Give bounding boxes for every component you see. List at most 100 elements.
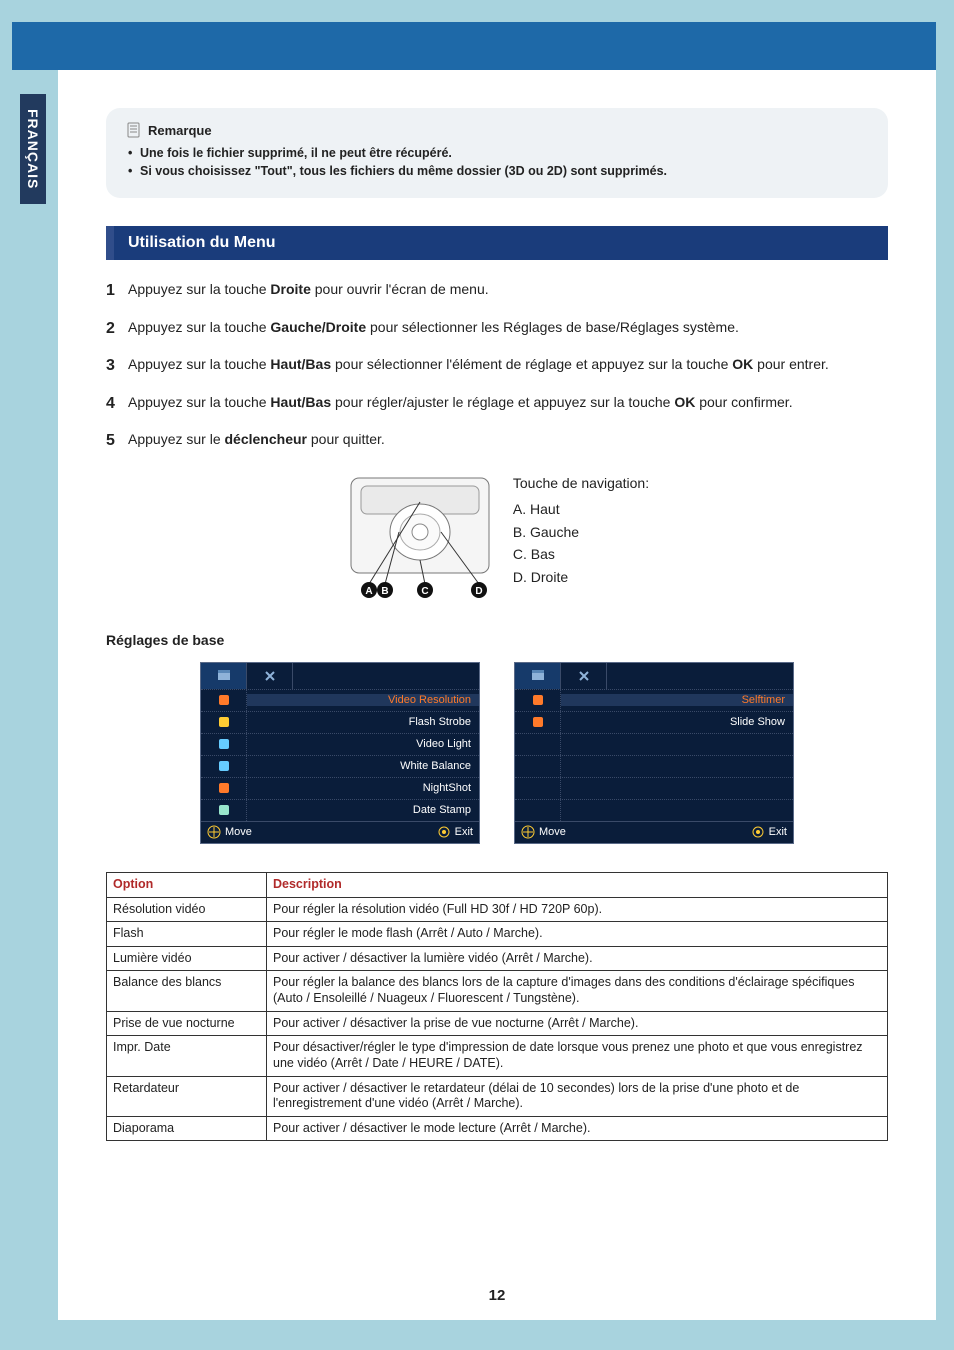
move-label: Move	[539, 826, 566, 838]
table-row: Impr. DatePour désactiver/régler le type…	[107, 1036, 888, 1076]
step-post: pour confirmer.	[695, 394, 792, 410]
option-cell: Résolution vidéo	[107, 897, 267, 922]
marker-a: A	[365, 586, 372, 597]
video-tab-icon	[217, 669, 231, 683]
menu-tabs	[515, 663, 793, 689]
menu-row-label: Video Resolution	[247, 694, 479, 706]
menu-row-icon	[515, 800, 561, 821]
option-cell: Flash	[107, 922, 267, 947]
step-number: 3	[106, 355, 128, 377]
step-bold: déclencheur	[225, 431, 307, 447]
exit-label: Exit	[769, 826, 787, 838]
subheading: Réglages de base	[106, 632, 888, 648]
table-row: Balance des blancsPour régler la balance…	[107, 971, 888, 1011]
note-title: Remarque	[148, 123, 212, 138]
table-row: Prise de vue nocturnePour activer / désa…	[107, 1011, 888, 1036]
menu-footer: Move Exit	[201, 821, 479, 843]
step-post: pour ouvrir l'écran de menu.	[311, 281, 489, 297]
step: 5 Appuyez sur le déclencheur pour quitte…	[106, 430, 888, 452]
menu-row: Flash Strobe	[201, 711, 479, 733]
note-icon	[126, 122, 142, 138]
nav-b: B. Gauche	[513, 521, 649, 543]
menu-row-label: Date Stamp	[247, 804, 479, 816]
menu-row-icon	[515, 756, 561, 777]
step-bold: Gauche/Droite	[270, 319, 366, 335]
menu-row: Date Stamp	[201, 799, 479, 821]
menu-row	[515, 777, 793, 799]
step-pre: Appuyez sur la touche	[128, 319, 270, 335]
step-bold: Droite	[270, 281, 310, 297]
option-cell: Balance des blancs	[107, 971, 267, 1011]
step-pre: Appuyez sur la touche	[128, 356, 270, 372]
step-post: pour entrer.	[753, 356, 829, 372]
page-body: Remarque Une fois le fichier supprimé, i…	[58, 70, 936, 1320]
step-number: 4	[106, 393, 128, 415]
top-stripe	[12, 22, 936, 70]
menu-tabs	[201, 663, 479, 689]
option-cell: Lumière vidéo	[107, 946, 267, 971]
step-post: pour sélectionner les Réglages de base/R…	[366, 319, 739, 335]
step-text: Appuyez sur la touche Haut/Bas pour régl…	[128, 393, 793, 415]
outer-frame: FRANÇAIS Remarque Une fois le fichier su…	[0, 0, 954, 1350]
note-list: Une fois le fichier supprimé, il ne peut…	[126, 146, 868, 178]
nav-row: A B C D Touche de navigation: A. Haut B.…	[106, 472, 888, 602]
step: 3 Appuyez sur la touche Haut/Bas pour sé…	[106, 355, 888, 377]
menu-row: Slide Show	[515, 711, 793, 733]
description-cell: Pour activer / désactiver la prise de vu…	[267, 1011, 888, 1036]
step: 1 Appuyez sur la touche Droite pour ouvr…	[106, 280, 888, 302]
menu-row-label: Video Light	[247, 738, 479, 750]
exit-icon	[751, 825, 765, 839]
step-text: Appuyez sur la touche Gauche/Droite pour…	[128, 318, 739, 340]
option-cell: Prise de vue nocturne	[107, 1011, 267, 1036]
step-text: Appuyez sur le déclencheur pour quitter.	[128, 430, 385, 452]
step-pre: Appuyez sur la touche	[128, 281, 270, 297]
description-cell: Pour activer / désactiver la lumière vid…	[267, 946, 888, 971]
menu-row: Selftimer	[515, 689, 793, 711]
description-cell: Pour activer / désactiver le mode lectur…	[267, 1116, 888, 1141]
options-table: Option Description Résolution vidéoPour …	[106, 872, 888, 1142]
step-number: 2	[106, 318, 128, 340]
table-row: Lumière vidéoPour activer / désactiver l…	[107, 946, 888, 971]
note-box: Remarque Une fois le fichier supprimé, i…	[106, 108, 888, 198]
note-item: Une fois le fichier supprimé, il ne peut…	[126, 146, 868, 160]
tools-tab-icon	[263, 669, 277, 683]
menu-row-label: NightShot	[247, 782, 479, 794]
step-bold: Haut/Bas	[270, 394, 331, 410]
step-bold: OK	[732, 356, 753, 372]
table-row: Résolution vidéoPour régler la résolutio…	[107, 897, 888, 922]
menu-row: Video Resolution	[201, 689, 479, 711]
menu-row	[515, 799, 793, 821]
step-number: 1	[106, 280, 128, 302]
move-icon	[207, 825, 221, 839]
nav-d: D. Droite	[513, 566, 649, 588]
nav-a: A. Haut	[513, 498, 649, 520]
note-header: Remarque	[126, 122, 868, 138]
description-cell: Pour régler la résolution vidéo (Full HD…	[267, 897, 888, 922]
menu-row-label: White Balance	[247, 760, 479, 772]
step-text: Appuyez sur la touche Droite pour ouvrir…	[128, 280, 489, 302]
menu-row-icon	[515, 690, 561, 711]
language-tab: FRANÇAIS	[20, 94, 46, 204]
step-bold: OK	[674, 394, 695, 410]
menu-row	[515, 733, 793, 755]
move-label: Move	[225, 826, 252, 838]
nav-labels: Touche de navigation: A. Haut B. Gauche …	[513, 472, 649, 588]
menu-tab-tools	[247, 663, 293, 689]
section-title: Utilisation du Menu	[106, 226, 888, 260]
menu-row-icon	[515, 734, 561, 755]
menu-tab-video	[201, 663, 247, 689]
menu-row-icon	[201, 800, 247, 821]
menu-row-icon	[201, 690, 247, 711]
option-cell: Diaporama	[107, 1116, 267, 1141]
menu-row: Video Light	[201, 733, 479, 755]
menu-row-icon	[201, 756, 247, 777]
step: 2 Appuyez sur la touche Gauche/Droite po…	[106, 318, 888, 340]
table-row: FlashPour régler le mode flash (Arrêt / …	[107, 922, 888, 947]
step-text: Appuyez sur la touche Haut/Bas pour séle…	[128, 355, 829, 377]
menu-tab-video	[515, 663, 561, 689]
description-cell: Pour activer / désactiver le retardateur…	[267, 1076, 888, 1116]
header-description: Description	[267, 872, 888, 897]
menu-panel-2: SelftimerSlide Show Move Exit	[514, 662, 794, 844]
description-cell: Pour régler la balance des blancs lors d…	[267, 971, 888, 1011]
header-option: Option	[107, 872, 267, 897]
